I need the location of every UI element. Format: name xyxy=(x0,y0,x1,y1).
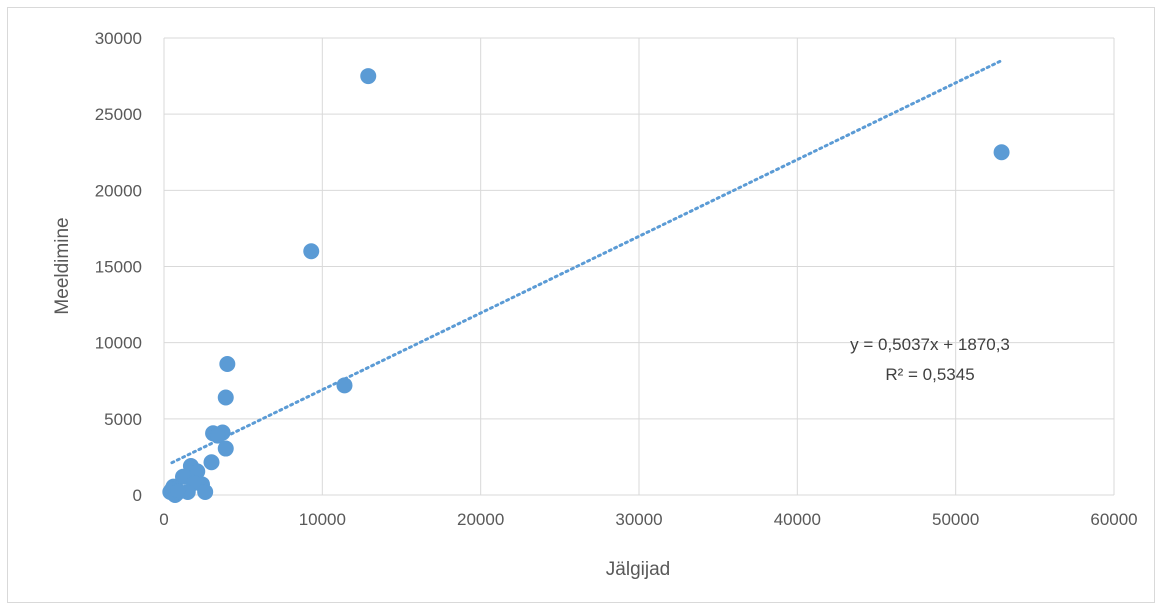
trendline-equation: y = 0,5037x + 1870,3 xyxy=(850,335,1010,354)
data-point xyxy=(303,243,320,260)
data-point xyxy=(336,377,353,394)
y-tick-label: 20000 xyxy=(95,181,142,200)
data-point xyxy=(197,483,214,500)
data-point xyxy=(993,144,1010,161)
data-point xyxy=(219,355,236,372)
x-tick-label: 10000 xyxy=(299,510,346,529)
x-tick-label: 60000 xyxy=(1090,510,1137,529)
x-tick-label: 50000 xyxy=(932,510,979,529)
y-tick-label: 0 xyxy=(133,486,142,505)
x-tick-label: 30000 xyxy=(615,510,662,529)
y-tick-label: 25000 xyxy=(95,105,142,124)
trendline-group xyxy=(170,59,1004,465)
data-points xyxy=(162,68,1010,503)
gridlines xyxy=(163,37,1115,496)
data-point xyxy=(203,454,220,471)
data-point xyxy=(360,68,377,85)
y-tick-label: 10000 xyxy=(95,334,142,353)
y-tick-label: 5000 xyxy=(104,410,142,429)
x-tick-label: 20000 xyxy=(457,510,504,529)
x-axis-title: Jälgijad xyxy=(606,559,670,580)
y-tick-label: 15000 xyxy=(95,258,142,277)
data-point xyxy=(170,483,187,500)
y-axis-ticks: 0 5000 10000 15000 20000 25000 30000 xyxy=(95,29,142,505)
data-point xyxy=(217,389,234,406)
data-point xyxy=(217,440,234,457)
r-squared-label: R² = 0,5345 xyxy=(885,365,974,384)
trendline xyxy=(170,59,1004,465)
x-axis-ticks: 0 10000 20000 30000 40000 50000 60000 xyxy=(159,510,1137,529)
y-tick-label: 30000 xyxy=(95,29,142,48)
y-axis-title: Meeldimine xyxy=(52,217,73,314)
x-tick-label: 40000 xyxy=(774,510,821,529)
chart-area xyxy=(7,7,1155,603)
data-point xyxy=(209,427,226,444)
x-tick-label: 0 xyxy=(159,510,168,529)
